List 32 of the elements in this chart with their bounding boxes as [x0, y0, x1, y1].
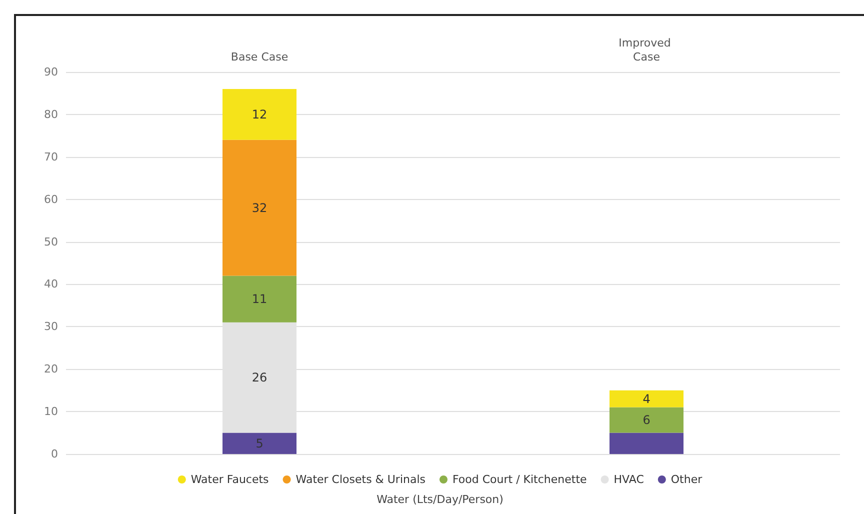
data-label: 32 [252, 200, 268, 215]
legend-label: Water Faucets [190, 473, 270, 486]
y-tick-label: 30 [44, 320, 58, 334]
y-tick-label: 90 [44, 66, 58, 78]
bar [222, 432, 296, 454]
x-tick-label: Improved Case [618, 36, 674, 64]
legend-label: Other [670, 473, 703, 486]
x-axis-title: Water (Lts/Day/Person) [376, 493, 504, 506]
y-tick-label: 20 [44, 362, 58, 376]
bar [610, 407, 684, 433]
bar [610, 390, 684, 408]
data-label: 12 [252, 107, 268, 122]
data-label: 26 [252, 370, 268, 385]
bar [222, 140, 296, 276]
bar [610, 432, 684, 454]
y-tick-label: 0 [51, 448, 58, 460]
legend-label: HVAC [614, 473, 644, 486]
data-label: 4 [642, 392, 650, 406]
legend-label: Water Closets & Urinals [296, 473, 426, 486]
legend-label: Food Court / Kitchenette [452, 473, 588, 486]
bar [222, 88, 296, 140]
data-label: 6 [642, 413, 650, 428]
data-label: 11 [252, 292, 268, 306]
x-tick-label: Base Case [230, 50, 288, 64]
data-label: 5 [256, 436, 264, 450]
bar [222, 276, 296, 322]
y-tick-label: 50 [44, 235, 58, 248]
y-tick-label: 70 [44, 150, 58, 164]
y-tick-label: 60 [44, 192, 58, 206]
y-tick-label: 80 [44, 108, 58, 121]
y-tick-label: 40 [44, 278, 58, 291]
y-tick-label: 10 [44, 405, 58, 418]
